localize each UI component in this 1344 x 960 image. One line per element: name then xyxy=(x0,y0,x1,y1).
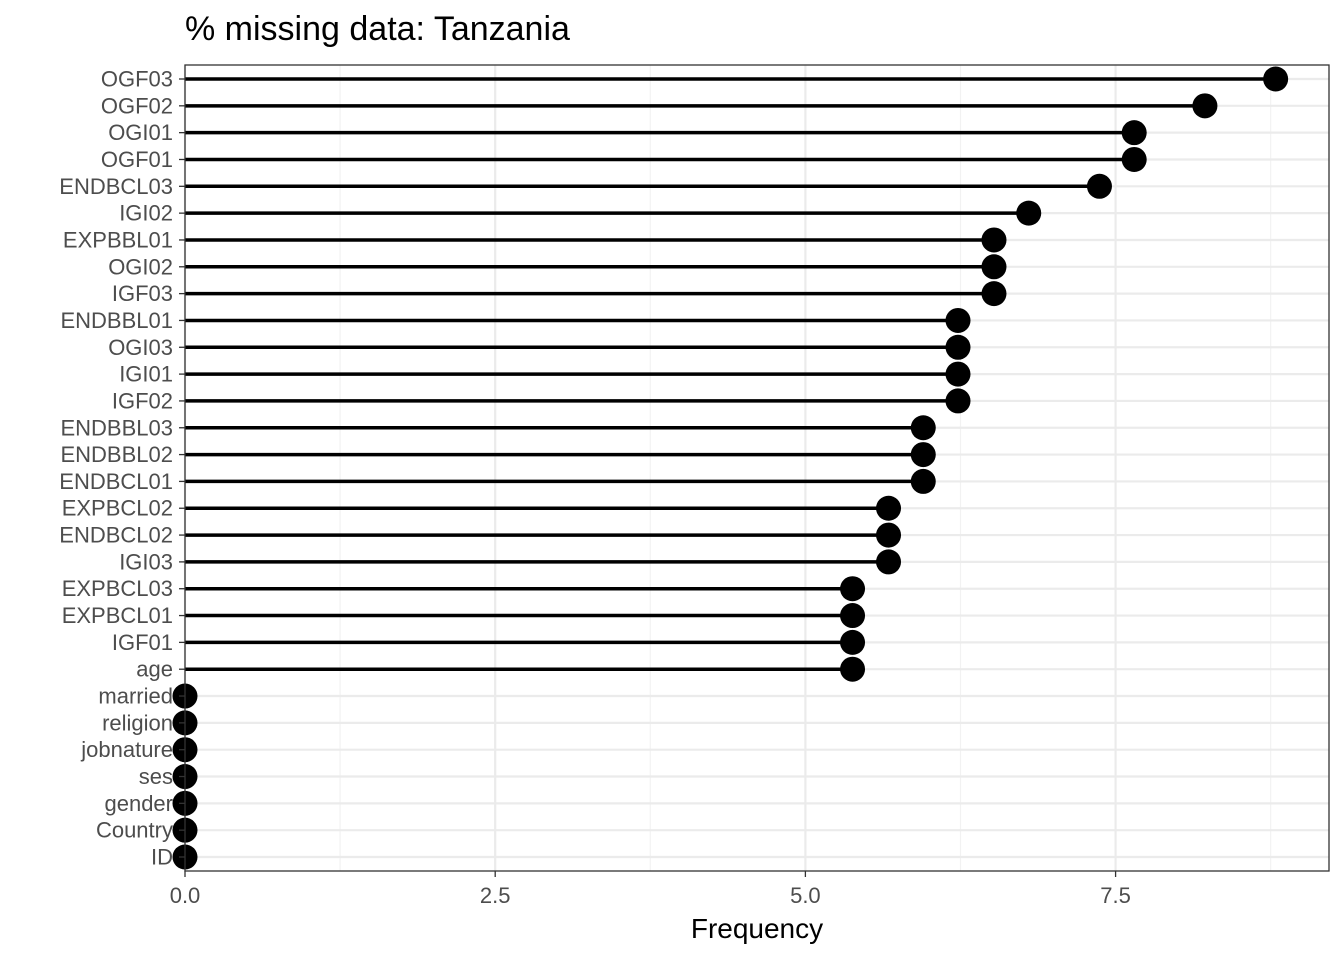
lollipop-point xyxy=(876,522,902,548)
y-axis: OGF03OGF02OGI01OGF01ENDBCL03IGI02EXPBBL0… xyxy=(59,67,185,870)
y-tick-label: Country xyxy=(96,818,173,843)
y-tick-label: IGF03 xyxy=(112,281,173,306)
y-tick-label: ENDBBL02 xyxy=(60,442,173,467)
lollipop-point xyxy=(1192,93,1218,119)
lollipop-point xyxy=(945,334,971,360)
lollipop-point xyxy=(981,254,1007,280)
y-tick-label: ENDBCL02 xyxy=(59,523,173,548)
y-tick-label: OGI03 xyxy=(108,335,173,360)
lollipop-point xyxy=(981,281,1007,307)
y-tick-label: ENDBBL01 xyxy=(60,308,173,333)
lollipop-point xyxy=(910,415,936,441)
lollipop-point xyxy=(1263,66,1289,92)
x-axis: 0.0 2.5 5.0 7.5 xyxy=(170,871,1131,908)
x-axis-label: Frequency xyxy=(691,913,823,944)
lollipop-point xyxy=(840,656,866,682)
lollipop-point xyxy=(876,495,902,521)
y-tick-label: ENDBCL03 xyxy=(59,174,173,199)
y-tick-label: OGF02 xyxy=(101,93,173,118)
lollipop-point xyxy=(1086,173,1112,199)
y-tick-label: OGI02 xyxy=(108,254,173,279)
x-tick-label: 5.0 xyxy=(790,883,821,908)
lollipop-point xyxy=(945,361,971,387)
y-tick-label: jobnature xyxy=(80,737,173,762)
y-tick-label: IGI03 xyxy=(119,549,173,574)
marks-layer xyxy=(172,66,1289,870)
y-tick-label: OGF03 xyxy=(101,67,173,92)
y-tick-label: ses xyxy=(139,764,173,789)
y-tick-label: IGF02 xyxy=(112,388,173,413)
lollipop-point xyxy=(840,576,866,602)
y-tick-label: religion xyxy=(102,710,173,735)
y-tick-label: IGI01 xyxy=(119,362,173,387)
lollipop-point xyxy=(840,603,866,629)
y-tick-label: ID xyxy=(151,845,173,870)
y-tick-label: OGF01 xyxy=(101,147,173,172)
lollipop-point xyxy=(910,442,936,468)
y-tick-label: EXPBCL02 xyxy=(62,496,173,521)
y-tick-label: EXPBBL01 xyxy=(63,227,173,252)
lollipop-point xyxy=(840,629,866,655)
y-tick-label: married xyxy=(98,684,173,709)
y-tick-label: EXPBCL01 xyxy=(62,603,173,628)
y-tick-label: ENDBBL03 xyxy=(60,415,173,440)
y-tick-label: ENDBCL01 xyxy=(59,469,173,494)
chart-title: % missing data: Tanzania xyxy=(185,10,570,48)
lollipop-point xyxy=(1121,146,1147,172)
y-tick-label: EXPBCL03 xyxy=(62,576,173,601)
y-tick-label: age xyxy=(136,657,173,682)
lollipop-point xyxy=(910,468,936,494)
panel-border xyxy=(184,64,1330,872)
y-tick-label: OGI01 xyxy=(108,120,173,145)
lollipop-point xyxy=(1121,120,1147,146)
lollipop-point xyxy=(981,227,1007,253)
x-tick-label: 7.5 xyxy=(1100,883,1131,908)
lollipop-point xyxy=(945,307,971,333)
y-tick-label: IGI02 xyxy=(119,201,173,226)
x-tick-label: 0.0 xyxy=(170,883,201,908)
y-tick-label: IGF01 xyxy=(112,630,173,655)
lollipop-point xyxy=(1016,200,1042,226)
x-tick-label: 2.5 xyxy=(480,883,511,908)
lollipop-point xyxy=(945,388,971,414)
lollipop-point xyxy=(876,549,902,575)
y-tick-label: gender xyxy=(104,791,173,816)
